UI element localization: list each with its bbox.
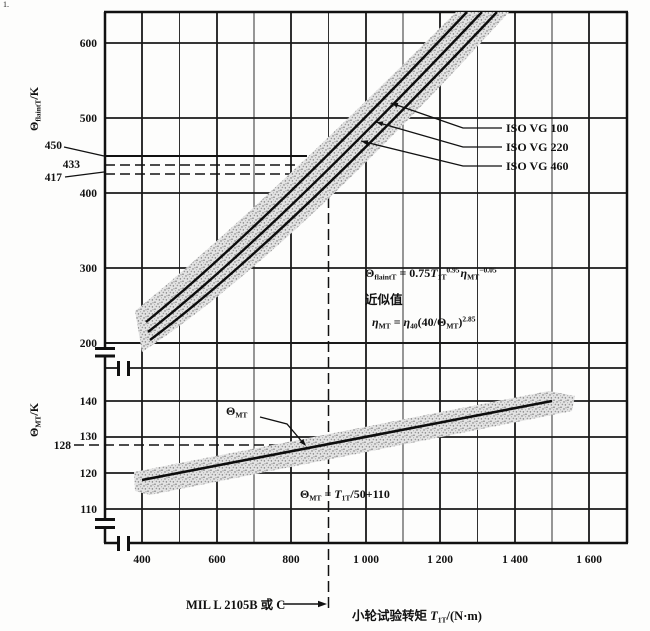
xtick-600: 600 [208,554,226,566]
iso-vg-curves [145,11,498,341]
axes-frame [103,10,629,545]
approx-note: 近似值 [365,292,403,307]
curve-iso-vg-460 [149,11,498,341]
mil-arrowhead [318,600,327,608]
xtick-800: 800 [282,554,300,566]
top-y-axis-title: ΘflaintT/K [27,86,43,131]
ytick-400: 400 [80,188,98,200]
ref-label-433: 433 [63,159,81,171]
ytick-140: 140 [80,396,98,408]
xtick-400: 400 [133,554,151,566]
page-artifact: 1. [3,0,9,9]
top-tolerance-band-stipple [135,12,509,352]
ref-label-417: 417 [45,172,63,184]
theta-mt-leader [259,416,305,445]
xtick-1200: 1 200 [427,554,453,566]
ytick-130: 130 [80,431,98,443]
curve-iso-vg-220 [147,11,483,333]
curve-theta-mt [141,399,553,482]
xtick-1600: 1 600 [576,554,602,566]
bottom-y-axis-title: ΘMT/K [27,402,43,437]
label-iso-vg-460: ISO VG 460 [506,159,568,173]
axis-break-marks [95,347,130,551]
ytick-200: 200 [80,338,98,350]
ytick-500: 500 [80,113,98,125]
ytick-110: 110 [80,504,97,516]
ref-label-128: 128 [54,440,72,452]
label-iso-vg-220: ISO VG 220 [506,140,568,154]
ytick-600: 600 [80,38,98,50]
bottom-formula: ΘMT = T1T/50+110 [300,487,390,503]
label-iso-vg-100: ISO VG 100 [506,121,568,135]
xtick-1000: 1 000 [353,554,379,566]
mil-annotation: MIL L 2105B 或 C [186,597,285,612]
theta-mt-line-label: ΘMT [226,404,247,420]
viscosity-formula: ηMT = η40(40/ΘMT)2.85 [372,315,476,331]
theta-mt-arrowhead [299,439,306,446]
ytick-120: 120 [80,468,98,480]
series-leader-lines [360,102,502,167]
grid-lines [105,12,627,543]
series-leader-arrowheads [361,102,399,146]
ref-417-leader [64,171,105,178]
top-formula: ΘflaintT = 0.75T1T0.95ηMT−0.05 [365,266,497,282]
ytick-300: 300 [80,263,98,275]
bottom-tolerance-band-stipple [134,391,575,495]
xtick-1400: 1 400 [502,554,528,566]
curve-iso-vg-100 [145,11,468,323]
x-axis-title: 小轮试验转矩 T1T/(N·m) [351,608,482,625]
ref-label-450: 450 [45,140,63,152]
ref-450-leader [63,146,105,157]
